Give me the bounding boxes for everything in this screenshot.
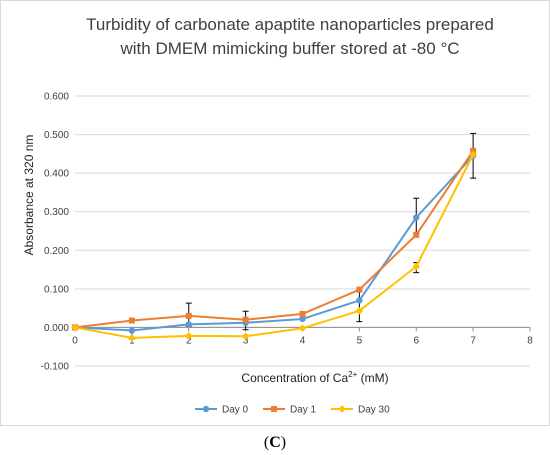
chart-title-line-2: with DMEM mimicking buffer stored at -80… <box>119 39 459 58</box>
legend-marker-day-30 <box>338 405 346 413</box>
series-day-30 <box>71 150 477 342</box>
data-point-day-30 <box>71 323 79 332</box>
x-tick-label: 4 <box>300 335 306 346</box>
legend-item-day-1: Day 1 <box>263 405 317 416</box>
data-point-day-1 <box>128 317 135 324</box>
data-point-day-30 <box>412 262 421 271</box>
data-point-day-0 <box>413 214 420 221</box>
panel-label: (C) <box>264 434 286 451</box>
data-point-day-1 <box>185 312 192 319</box>
data-point-day-1 <box>470 147 477 154</box>
data-point-day-30 <box>184 332 193 340</box>
series-line-day-0 <box>74 155 474 332</box>
series-line-day-1 <box>74 150 474 329</box>
y-tick-label: 0.300 <box>44 207 69 218</box>
data-point-day-0 <box>128 327 136 334</box>
y-axis-tick-labels: 0.600 0.500 0.400 0.300 0.200 0.100 0.000 -0.10… <box>41 92 70 373</box>
data-point-day-1 <box>242 316 249 323</box>
data-point-day-1 <box>299 310 306 317</box>
data-point-day-30 <box>469 150 477 159</box>
legend-label-day-30: Day 30 <box>358 405 390 416</box>
chart-title-line-1: Turbidity of carbonate apaptite nanopart… <box>86 15 494 34</box>
y-tick-label: 0.500 <box>44 130 69 141</box>
y-tick-label: 0.000 <box>44 323 69 334</box>
x-tick-label: 5 <box>357 335 363 346</box>
data-point-day-30 <box>355 307 364 315</box>
data-series <box>71 147 477 342</box>
data-point-day-0 <box>185 321 192 328</box>
y-tick-label: 0.200 <box>44 246 69 257</box>
legend-marker-day-0 <box>202 405 210 413</box>
chart-border <box>0 0 550 426</box>
y-tick-label: 0.400 <box>44 169 69 180</box>
y-tick-label: 0.600 <box>44 92 69 103</box>
x-tick-label: 3 <box>243 335 249 346</box>
legend-marker-day-1 <box>271 406 277 412</box>
legend-item-day-30: Day 30 <box>331 405 390 416</box>
x-axis-label-unit: (mM) <box>357 371 388 385</box>
data-point-day-0 <box>356 297 363 304</box>
legend-label-day-1: Day 1 <box>290 405 317 416</box>
panel-label-open: ( <box>264 434 269 451</box>
legend: Day 0 Day 1 Day 30 <box>195 405 390 416</box>
data-point-day-30 <box>128 334 136 342</box>
y-tick-label: 0.100 <box>44 284 69 295</box>
x-tick-label: 8 <box>527 335 533 346</box>
data-point-day-0 <box>299 315 306 323</box>
x-axis-label-text: Concentration of Ca <box>241 371 348 385</box>
data-point-day-30 <box>241 332 250 341</box>
x-tick-label: 7 <box>470 335 476 346</box>
data-point-day-30 <box>298 324 307 332</box>
x-tick-label: 2 <box>186 335 192 346</box>
panel-label-close: ) <box>281 434 286 451</box>
series-line-day-30 <box>74 154 475 339</box>
panel-label-letter: C <box>269 434 281 451</box>
y-axis-label: Absorbance at 320 nm <box>22 135 36 256</box>
data-point-day-1 <box>413 231 420 238</box>
x-axis-label: Concentration of Ca2+ (mM) <box>241 370 388 385</box>
chart-title-line-2-text: with DMEM mimicking buffer stored at -80… <box>119 39 459 58</box>
legend-item-day-0: Day 0 <box>195 405 249 416</box>
legend-label-day-0: Day 0 <box>222 405 249 416</box>
x-axis-label-superscript: 2+ <box>348 370 357 379</box>
y-tick-label: -0.100 <box>41 362 70 373</box>
data-point-day-1 <box>356 286 363 293</box>
x-tick-label: 6 <box>413 335 419 346</box>
x-tick-label: 0 <box>72 335 78 346</box>
